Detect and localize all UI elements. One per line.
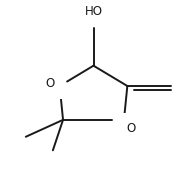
Text: O: O	[126, 122, 135, 135]
Text: HO: HO	[85, 5, 102, 18]
Text: O: O	[46, 77, 55, 90]
